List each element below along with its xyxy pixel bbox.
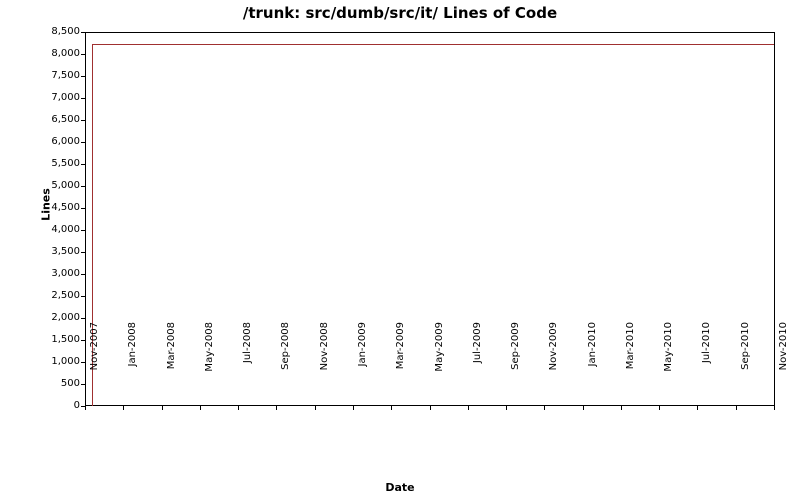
x-tick-label: Jul-2010	[701, 322, 713, 364]
y-tick-label: 4,000	[51, 224, 80, 235]
y-tick-label: 2,500	[51, 290, 80, 301]
y-tick-mark	[81, 164, 85, 165]
y-tick-mark	[81, 296, 85, 297]
y-tick-label: 8,500	[51, 26, 80, 37]
y-axis-title: Lines	[39, 188, 53, 221]
x-tick-mark	[162, 406, 163, 410]
x-tick-mark	[391, 406, 392, 410]
y-tick-label: 7,000	[51, 92, 80, 103]
y-tick-label: 3,500	[51, 246, 80, 257]
y-tick-mark	[81, 186, 85, 187]
x-axis-title: Date	[385, 481, 415, 494]
x-tick-mark	[238, 406, 239, 410]
x-tick-label: Nov-2010	[778, 322, 789, 371]
y-tick-label: 500	[60, 378, 80, 389]
x-tick-label: Sep-2008	[280, 322, 292, 370]
y-tick-mark	[81, 54, 85, 55]
y-tick-mark	[81, 252, 85, 253]
x-tick-label: Sep-2009	[510, 322, 522, 370]
x-tick-label: May-2009	[433, 322, 445, 372]
x-tick-label: Mar-2009	[395, 322, 407, 370]
y-tick-label: 3,000	[51, 268, 80, 279]
y-tick-mark	[81, 98, 85, 99]
y-tick-label: 5,000	[51, 180, 80, 191]
x-tick-mark	[774, 406, 775, 410]
y-tick-mark	[81, 120, 85, 121]
y-axis-tick-labels: 0 500 1,000 1,500 2,000 2,500 3,000 3,500 4,000 4…	[0, 0, 80, 500]
y-tick-label: 6,500	[51, 114, 80, 125]
y-tick-mark	[81, 406, 85, 407]
plot-area	[85, 32, 775, 406]
y-tick-label: 4,500	[51, 202, 80, 213]
x-tick-label: Mar-2010	[624, 322, 636, 370]
y-tick-label: 6,000	[51, 136, 80, 147]
x-tick-label: Nov-2008	[318, 322, 330, 371]
series-line-lines	[92, 44, 774, 45]
y-tick-mark	[81, 230, 85, 231]
y-tick-label: 5,500	[51, 158, 80, 169]
y-tick-label: 1,000	[51, 356, 80, 367]
x-tick-label: Jan-2008	[127, 322, 139, 367]
x-tick-mark	[353, 406, 354, 410]
y-tick-mark	[81, 142, 85, 143]
x-tick-mark	[583, 406, 584, 410]
x-tick-label: Mar-2008	[165, 322, 177, 370]
x-tick-mark	[659, 406, 660, 410]
series-line-riser	[92, 44, 93, 406]
x-tick-mark	[621, 406, 622, 410]
y-tick-mark	[81, 208, 85, 209]
x-tick-mark	[85, 406, 86, 410]
x-tick-mark	[276, 406, 277, 410]
y-tick-label: 0	[73, 400, 80, 411]
y-tick-mark	[81, 340, 85, 341]
x-tick-mark	[544, 406, 545, 410]
x-tick-label: Nov-2007	[89, 322, 100, 371]
x-tick-mark	[506, 406, 507, 410]
x-tick-mark	[736, 406, 737, 410]
x-tick-label: Jan-2010	[586, 322, 598, 367]
y-tick-label: 2,000	[51, 312, 80, 323]
y-tick-mark	[81, 76, 85, 77]
x-tick-mark	[200, 406, 201, 410]
x-tick-label: Jan-2009	[356, 322, 368, 367]
y-tick-mark	[81, 384, 85, 385]
x-tick-mark	[697, 406, 698, 410]
x-tick-mark	[315, 406, 316, 410]
x-tick-label: Jul-2008	[242, 322, 254, 364]
x-tick-label: May-2008	[203, 322, 215, 372]
y-tick-label: 1,500	[51, 334, 80, 345]
x-tick-label: Jul-2009	[471, 322, 483, 364]
x-tick-label: Nov-2009	[548, 322, 560, 371]
y-tick-mark	[81, 362, 85, 363]
x-tick-label: May-2010	[663, 322, 675, 372]
y-tick-mark	[81, 32, 85, 33]
y-tick-mark	[81, 274, 85, 275]
y-tick-label: 8,000	[51, 48, 80, 59]
y-tick-mark	[81, 318, 85, 319]
x-tick-mark	[430, 406, 431, 410]
y-tick-label: 7,500	[51, 70, 80, 81]
x-tick-mark	[123, 406, 124, 410]
x-tick-mark	[468, 406, 469, 410]
x-tick-label: Sep-2010	[739, 322, 751, 370]
page-title: /trunk: src/dumb/src/it/ Lines of Code	[242, 4, 558, 22]
